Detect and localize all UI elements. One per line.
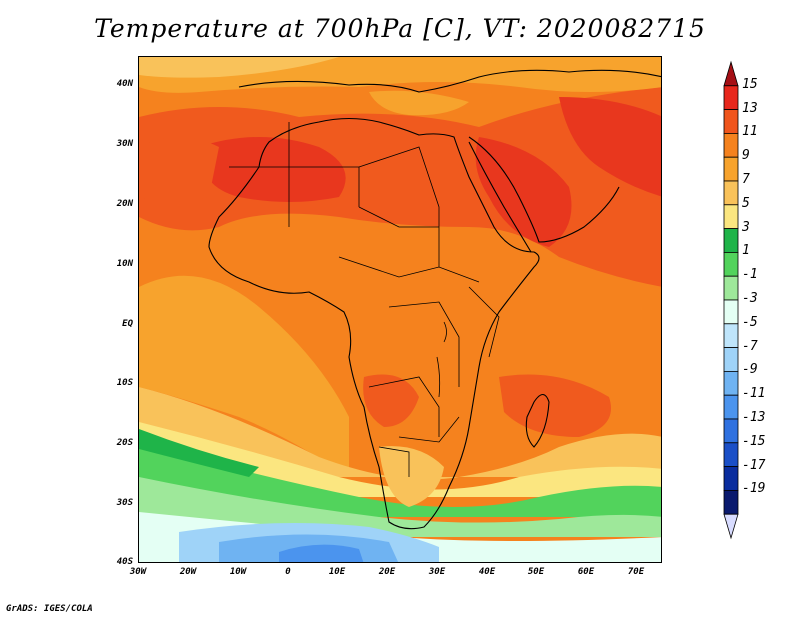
colorbar-label: 5 [742,195,750,211]
field-arabia-hot [475,137,572,247]
lon-label: 20W [179,567,197,577]
madagascar [525,393,550,448]
lon-label: 20E [378,567,396,577]
lon-label: 30W [129,567,147,577]
field-south-green [139,442,661,517]
colorbar-segment [723,132,739,158]
colorbar-segment [723,228,739,253]
lon-label: 60E [577,567,595,577]
field-north-top-yellow [139,57,339,78]
credit-text: GrADS: IGES/COLA [6,604,93,614]
colorbar-segment [723,156,739,182]
lat-label: 40N [116,79,133,89]
colorbar-label: 11 [742,124,758,140]
colorbar-label: -1 [742,267,758,283]
lat-label: EQ [122,319,133,329]
colorbar-segment [723,109,739,134]
country-borders [229,122,500,477]
colorbar-segment [723,466,739,491]
map-plot-area [138,56,662,563]
colorbar-bottom-arrow [723,513,739,540]
colorbar-segment [723,204,739,230]
colorbar-label: -7 [742,338,758,354]
colorbar-label: -19 [742,481,766,497]
lat-label: 30S [116,498,133,508]
colorbar-label: 7 [742,172,750,187]
colorbar-label: 3 [742,219,750,235]
colorbar-label: -3 [742,291,758,306]
field-atlantic-warm [139,137,219,202]
colorbar-segment [723,418,739,444]
colorbar-segment [723,347,739,372]
lakes [436,321,447,398]
field-north-hot [199,137,346,202]
colorbar-label: -9 [742,362,758,378]
lat-label: 20S [116,438,133,448]
field-s-africa-mild [379,446,444,507]
field-south-deepblue [279,544,364,562]
colorbar-segment [723,275,739,301]
colorbar-label: -17 [742,457,766,473]
lat-label: 30N [116,139,133,149]
temperature-map [139,57,661,562]
colorbar-segment [723,394,739,420]
colorbar-segment [723,180,739,206]
colorbar-label: 15 [742,76,758,92]
lat-label: 10S [116,378,133,388]
colorbar-segments [723,60,739,540]
lat-label: 20N [116,199,133,209]
lon-label: 30E [428,567,446,577]
colorbar-segment [723,299,739,325]
africa-coastline [208,117,540,530]
lon-label: 10W [229,567,247,577]
coastlines [208,69,661,530]
lon-label: 10E [328,567,346,577]
field-iran-hot [559,97,661,197]
colorbar-label: -5 [742,314,758,330]
colorbar-label: -11 [742,386,766,402]
map-title: Temperature at 700hPa [C], VT: 202008271… [94,14,706,43]
colorbar-segment [723,489,739,515]
colorbar-label: 9 [742,148,750,164]
colorbar-label: 1 [742,243,750,259]
field-south-lightgreen [139,477,661,537]
europe-coast [238,69,661,93]
lon-label: 0 [285,567,291,577]
colorbar-segment [723,323,739,348]
colorbar-label: 13 [742,100,758,116]
colorbar-top-arrow [723,60,739,87]
field-south-darkgreen [139,429,259,477]
field-mediterranean [369,90,469,116]
red-sea [468,141,532,253]
colorbar-label: -13 [742,410,766,425]
colorbar-segment [723,85,739,111]
lat-label: 40S [116,557,133,567]
lon-label: 50E [527,567,545,577]
field-ocean-mild [139,275,349,477]
field-southern-africa-hot [363,374,419,427]
lon-label: 40E [478,567,496,577]
colorbar-segment [723,251,739,277]
colorbar-segment [723,442,739,467]
field-south-yellow [139,387,661,480]
arabia-coast [468,136,620,243]
colorbar-segment [723,370,739,396]
lat-label: 10N [116,259,133,269]
colorbar-label: -15 [742,433,766,449]
lon-label: 70E [627,567,645,577]
